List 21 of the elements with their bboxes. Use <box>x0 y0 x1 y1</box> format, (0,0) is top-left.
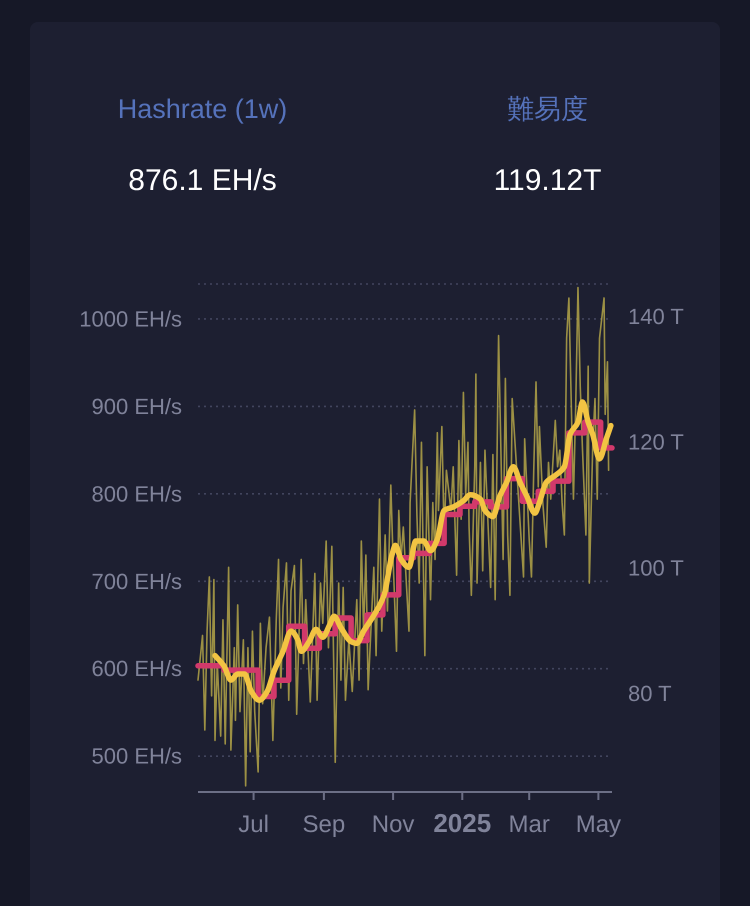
text: 難易度 <box>507 94 588 124</box>
y-tick-label: 500 EH/s <box>92 744 182 769</box>
y2-tick-label: 100 T <box>628 555 684 580</box>
y2-tick-label: 80 T <box>628 680 672 706</box>
x-tick-label: Sep <box>302 811 346 838</box>
x-tick-label: Mar <box>508 811 550 838</box>
x-tick-label: Nov <box>372 811 414 838</box>
text: 119.12T <box>494 164 602 197</box>
text: Hashrate (1w) <box>118 94 288 124</box>
y2-tick-label: 140 T <box>628 304 684 330</box>
x-tick-label: Jul <box>238 811 269 838</box>
text: 876.1 EH/s <box>128 164 277 197</box>
y-tick-label: 1000 EH/s <box>79 306 182 332</box>
x-tick-label: May <box>576 811 622 838</box>
y-tick-label: 600 EH/s <box>92 656 182 682</box>
y-tick-label: 900 EH/s <box>92 394 182 419</box>
x-tick-label: 2025 <box>433 808 492 838</box>
y2-tick-label: 120 T <box>628 430 684 455</box>
y-tick-label: 700 EH/s <box>92 568 182 594</box>
y-tick-label: 800 EH/s <box>92 481 182 506</box>
line-series <box>197 286 610 787</box>
